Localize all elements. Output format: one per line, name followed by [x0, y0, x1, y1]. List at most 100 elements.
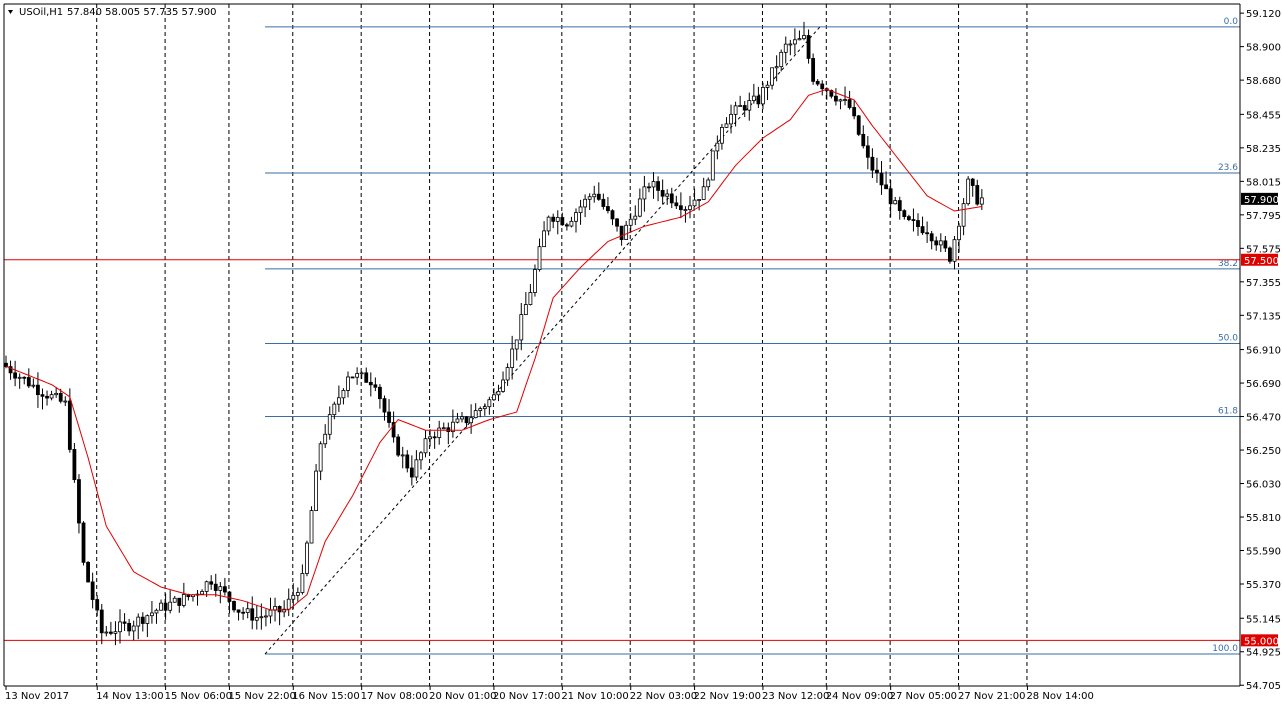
candle-body [177, 597, 182, 606]
candle-body [437, 427, 442, 438]
candle-body [688, 205, 692, 210]
candle-body [245, 608, 250, 613]
candle-body [861, 133, 866, 147]
candle-body [327, 414, 332, 435]
x-tick-label: 28 Nov 14:00 [1026, 691, 1093, 702]
candle-body [13, 372, 18, 379]
candle-body [651, 181, 656, 188]
candle-body [897, 200, 902, 211]
candle-body [847, 99, 852, 108]
candle-body [505, 367, 510, 381]
candle-body [31, 384, 36, 387]
candle-body [806, 35, 811, 59]
candle-body [254, 617, 259, 621]
candle-body [546, 216, 551, 232]
candle-body [856, 115, 861, 135]
candle-body [979, 197, 984, 205]
candle-body [884, 184, 888, 190]
fib-label: 61.8 [1218, 407, 1238, 417]
candle-body [569, 220, 574, 227]
candle-body [747, 100, 752, 111]
candle-body [957, 225, 961, 241]
candle-body [346, 376, 350, 391]
candle-body [172, 597, 177, 603]
candle-body [902, 210, 907, 217]
candle-body [90, 581, 95, 600]
candle-body [519, 314, 524, 341]
y-tick-label: 56.690 [1246, 379, 1281, 390]
y-tick-label: 58.680 [1246, 76, 1281, 87]
candle-body [236, 609, 241, 613]
y-axis-labels: 59.120 58.900 58.680 58.455 58.235 58.015 57.7… [1240, 9, 1281, 692]
y-tick-label: 55.145 [1246, 614, 1281, 625]
candle-body [578, 206, 583, 214]
candle-body [300, 573, 305, 593]
candle-body [724, 123, 729, 128]
candle-body [487, 399, 492, 408]
x-tick-label: 15 Nov 06:00 [165, 691, 232, 702]
y-tick-label: 56.910 [1246, 346, 1281, 357]
candle-body [829, 90, 834, 97]
candle-body [852, 107, 857, 117]
candle-body [136, 616, 141, 627]
y-tick-label: 59.120 [1246, 9, 1281, 20]
candle-body [596, 193, 601, 200]
x-tick-label: 22 Nov 03:00 [630, 691, 697, 702]
dropdown-triangle-icon[interactable] [8, 10, 13, 14]
candle-body [419, 452, 423, 461]
horizontal-lines [4, 259, 1240, 641]
candle-body [916, 220, 920, 228]
chart-header: USOil,H1 57.840 58.005 57.735 57.900 [8, 7, 217, 18]
x-tick-label: 20 Nov 01:00 [429, 691, 496, 702]
symbol-label: USOil,H1 [19, 7, 63, 18]
candle-body [26, 377, 31, 387]
candle-body [879, 172, 884, 186]
candle-body [181, 594, 186, 606]
candle-body [99, 609, 104, 634]
candle-body [63, 400, 68, 403]
fib-trendline [264, 26, 821, 655]
candle-body [8, 366, 13, 374]
candle-body [738, 105, 743, 107]
x-tick-label: 22 Nov 19:00 [694, 691, 761, 702]
candle-body [77, 479, 81, 524]
candle-body [948, 247, 952, 262]
candle-body [159, 602, 163, 611]
candle-body [405, 454, 410, 469]
candle-body [140, 616, 145, 624]
candle-body [72, 449, 77, 481]
candle-body [40, 394, 45, 397]
y-tick-label: 57.355 [1246, 278, 1281, 289]
candle-body [95, 599, 100, 611]
candle-body [378, 386, 382, 400]
candle-body [523, 304, 528, 316]
candle-body [870, 156, 875, 171]
y-tick-label: 58.015 [1246, 177, 1281, 188]
candle-body [259, 616, 264, 619]
candle-body [706, 179, 711, 188]
candle-body [820, 83, 825, 90]
candle-body [391, 422, 396, 438]
candle-body [341, 389, 346, 399]
y-tick-label: 55.590 [1246, 547, 1281, 558]
candle-body [637, 198, 642, 217]
y-tick-label: 57.575 [1246, 244, 1281, 255]
candle-body [264, 615, 268, 618]
candle-body [906, 216, 911, 220]
candle-body [460, 416, 464, 420]
fib-label: 100.0 [1212, 644, 1238, 654]
candle-body [715, 142, 720, 152]
y-tick-label: 54.705 [1246, 681, 1281, 692]
candle-body [647, 186, 651, 189]
candle-body [975, 185, 980, 205]
candle-body [779, 51, 784, 68]
candle-body [232, 601, 236, 611]
candle-body [118, 621, 122, 633]
candle-body [802, 35, 806, 40]
candle-body [113, 631, 118, 634]
candle-body [920, 226, 925, 234]
candle-body [660, 189, 665, 197]
candle-body [966, 178, 971, 205]
